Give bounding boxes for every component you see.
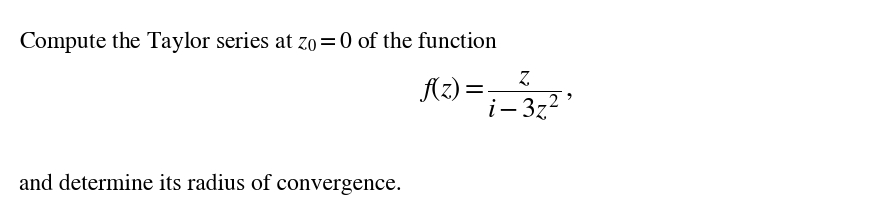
Text: Compute the Taylor series at $z_0 = 0$ of the function: Compute the Taylor series at $z_0 = 0$ o…: [19, 29, 498, 55]
Text: and determine its radius of convergence.: and determine its radius of convergence.: [19, 174, 402, 195]
Text: $f(z) = \dfrac{z}{i - 3z^2}\,,$: $f(z) = \dfrac{z}{i - 3z^2}\,,$: [419, 70, 573, 123]
